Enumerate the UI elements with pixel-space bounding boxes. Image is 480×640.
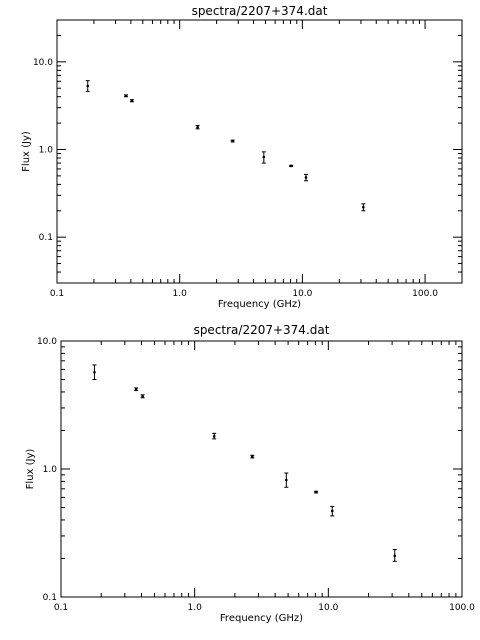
data-point [393, 554, 397, 558]
y-tick-label: 0.1 [39, 233, 53, 243]
data-point [251, 455, 254, 458]
data-point [314, 490, 318, 494]
x-tick-label: 100.0 [449, 603, 475, 613]
x-axis-label: Frequency (GHz) [220, 613, 303, 624]
data-point [231, 139, 234, 143]
chart-title: spectra/2207+374.dat [194, 323, 330, 337]
data-point [304, 176, 308, 179]
x-tick-label: 0.1 [54, 603, 68, 613]
x-tick-label: 1.0 [173, 289, 188, 299]
data-point [196, 125, 199, 129]
x-tick-label: 100.0 [412, 289, 438, 299]
plot-frame [56, 19, 463, 284]
x-tick-label: 10.0 [318, 603, 338, 613]
x-tick-label: 10.0 [292, 289, 312, 299]
data-point [86, 84, 90, 88]
x-tick-label: 0.1 [50, 289, 64, 299]
data-point [93, 370, 96, 374]
chart-title: spectra/2207+374.dat [192, 4, 328, 18]
y-tick-label: 0.1 [43, 593, 57, 603]
data-point [134, 387, 138, 391]
data-point [289, 164, 293, 168]
x-axis-label: Frequency (GHz) [218, 299, 301, 310]
data-point [362, 205, 365, 209]
data-point [330, 509, 334, 513]
plot-frame [60, 340, 463, 598]
data-point [212, 435, 216, 438]
data-point [130, 99, 134, 103]
y-tick-label: 1.0 [39, 145, 54, 155]
data-point [141, 394, 144, 398]
y-tick-label: 10.0 [33, 58, 53, 68]
y-axis-label: Flux (Jy) [25, 449, 36, 490]
y-tick-label: 1.0 [43, 465, 58, 475]
y-axis-label: Flux (Jy) [21, 131, 32, 172]
chart-1: spectra/2207+374.dat Frequency (GHz) Flux … [21, 4, 463, 310]
y-tick-label: 10.0 [37, 337, 57, 347]
x-tick-label: 1.0 [188, 603, 203, 613]
data-point [262, 155, 266, 159]
data-point [285, 478, 288, 482]
chart-2: spectra/2207+374.dat Frequency (GHz) Flux … [25, 323, 475, 624]
data-point [124, 94, 128, 98]
